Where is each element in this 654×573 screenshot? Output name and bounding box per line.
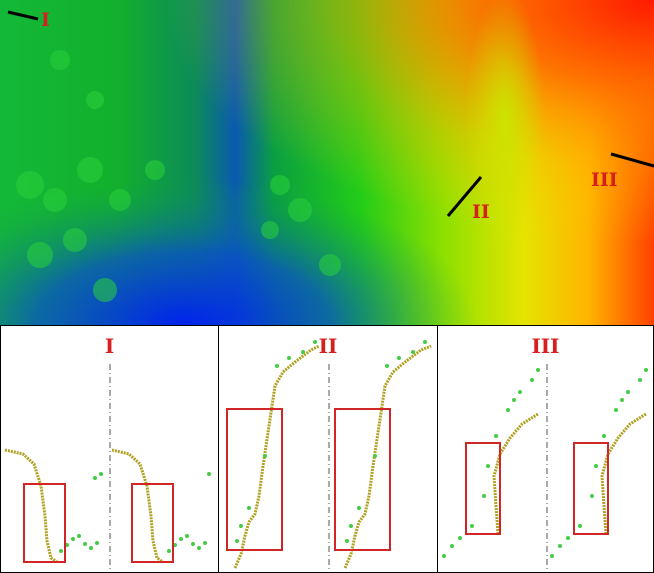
panel-iii-left-box — [465, 442, 501, 535]
panel-ii-left-profile — [226, 340, 320, 569]
panel-iii-left-profile — [442, 368, 540, 558]
panel-i-left-box — [23, 483, 66, 563]
panel-i: I — [0, 325, 219, 573]
panel-ii: II — [218, 325, 438, 573]
panel-title-iii: III — [531, 334, 560, 358]
panel-title-i: I — [104, 334, 115, 358]
panel-iii-plot — [442, 364, 648, 572]
panel-iii: III — [437, 325, 654, 573]
panel-ii-plot — [226, 340, 432, 572]
panel-ii-right-profile — [334, 340, 432, 569]
profile-line-ii — [446, 176, 483, 217]
map-label-ii: II — [472, 201, 490, 223]
map-label-iii: III — [591, 169, 618, 191]
panel-iii-right-box — [573, 442, 609, 535]
map-label-i: I — [41, 9, 50, 31]
panel-i-left-profile — [4, 448, 103, 564]
panel-ii-right-box — [334, 408, 391, 551]
profile-line-i — [7, 10, 39, 21]
profile-panels: I II — [0, 325, 654, 573]
panel-iii-right-profile — [550, 368, 648, 558]
panel-i-plot — [4, 364, 211, 572]
profile-line-iii — [610, 152, 654, 168]
elevation-map: I II III — [0, 0, 654, 325]
panel-title-ii: II — [318, 334, 338, 358]
tree-crowns — [16, 50, 341, 302]
panel-i-right-box — [131, 483, 174, 563]
panel-i-right-profile — [111, 448, 211, 564]
panel-ii-left-box — [226, 408, 283, 551]
elevation-map-canvas: I II III — [0, 0, 654, 325]
